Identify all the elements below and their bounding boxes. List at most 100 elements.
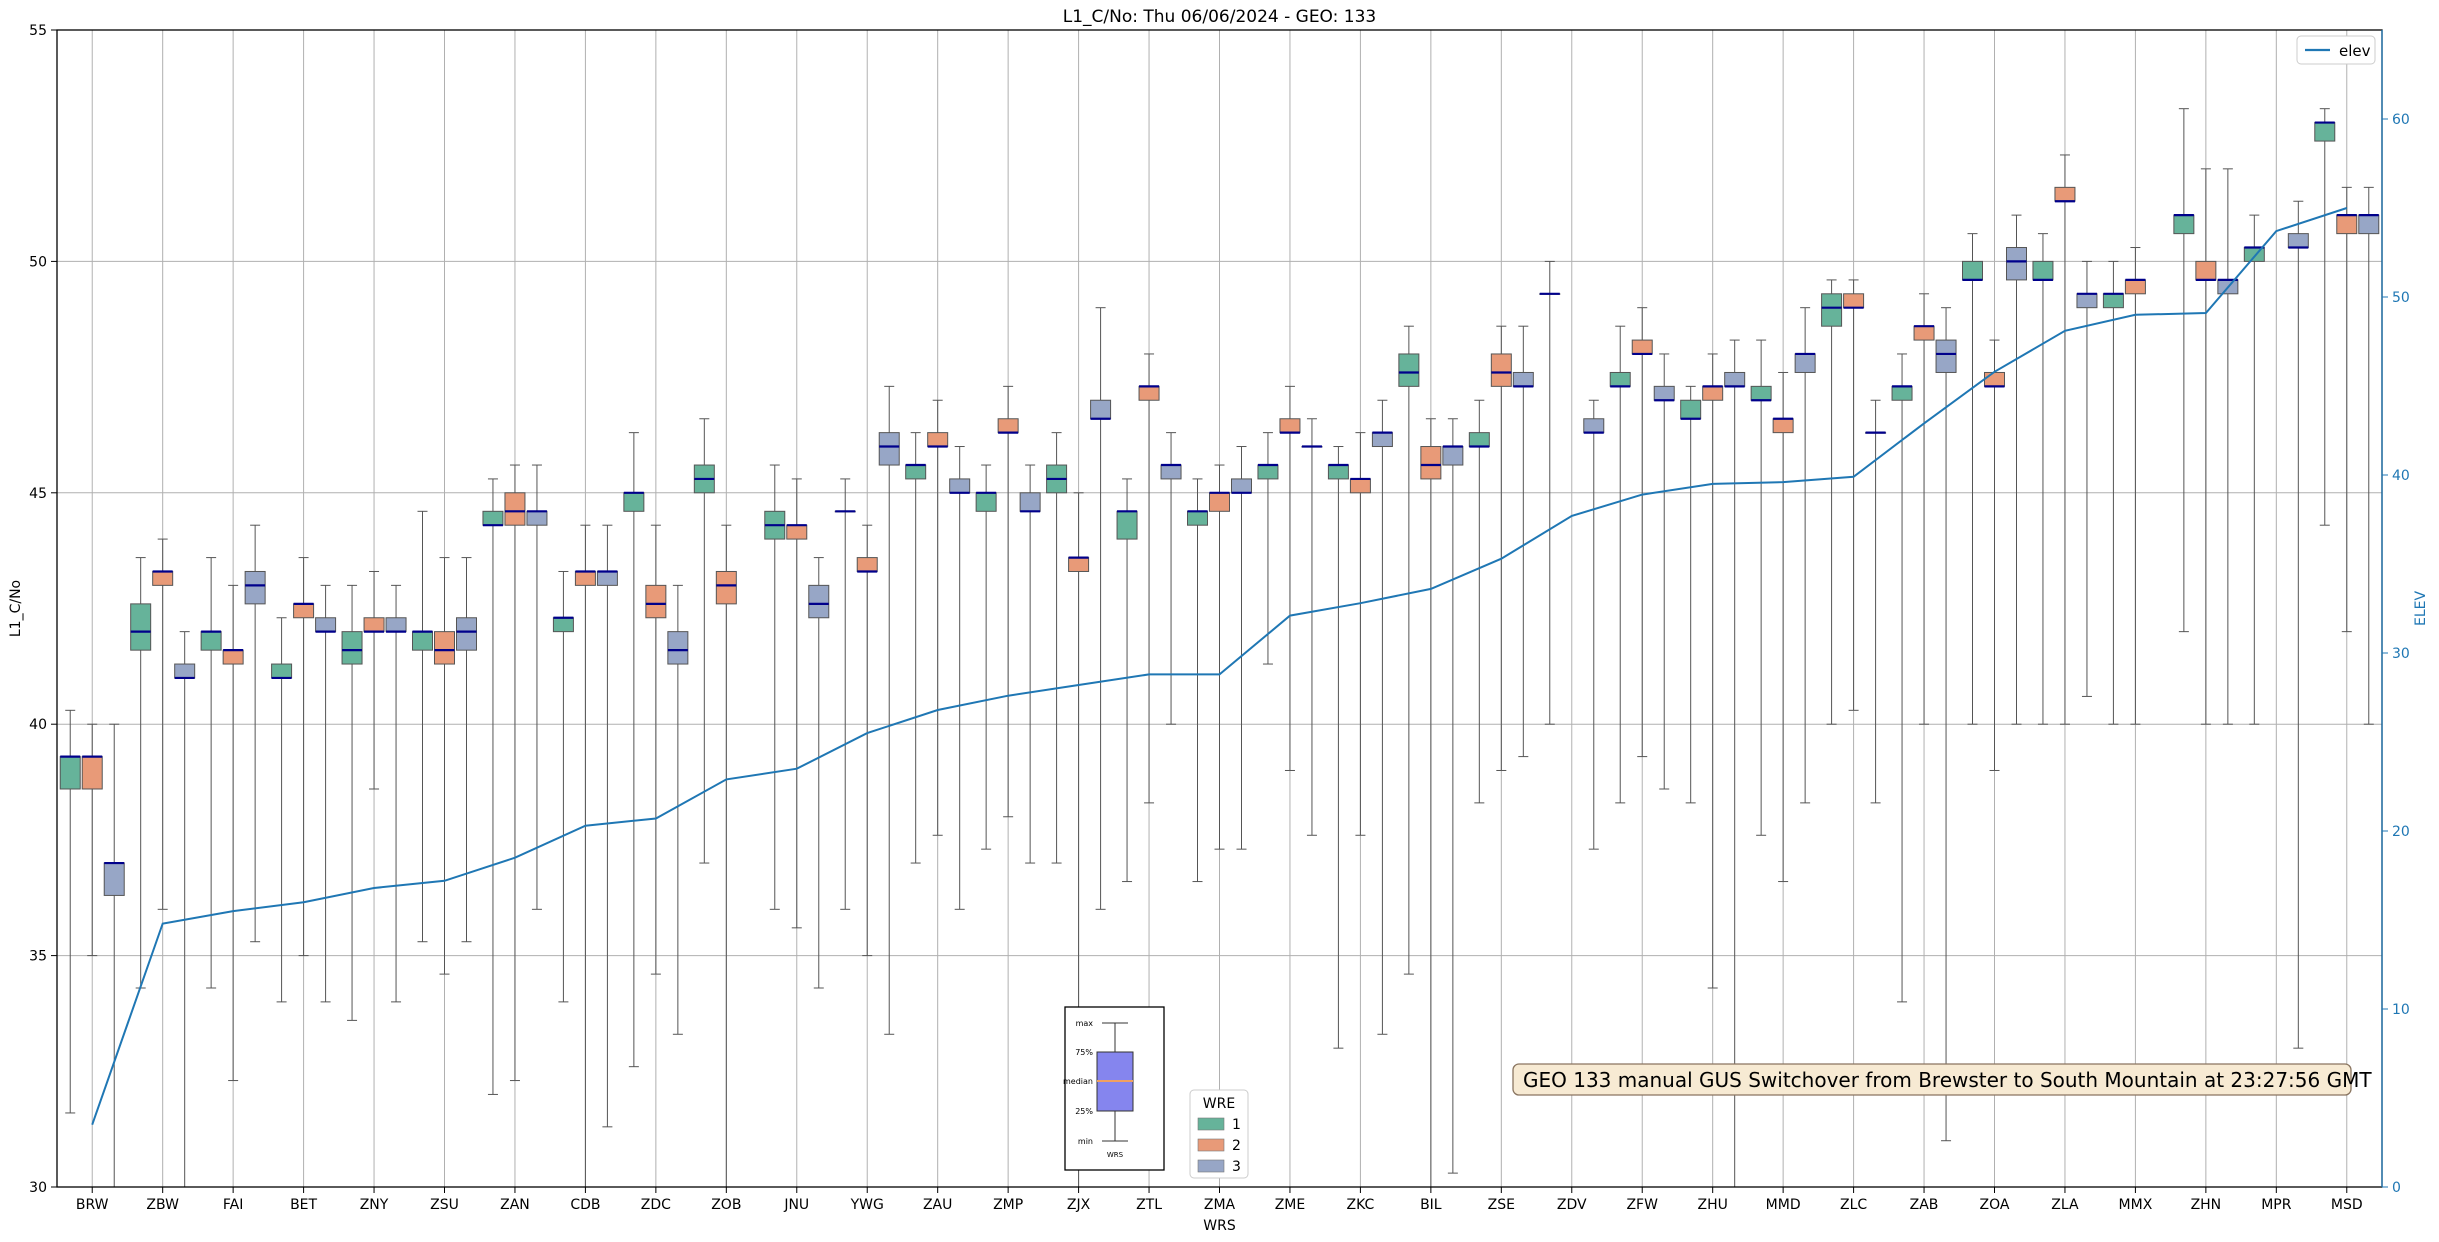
box-wre-3-zlc xyxy=(1865,399,1887,804)
box-wre-1-zsu xyxy=(412,510,433,943)
box-iqr xyxy=(1631,339,1653,355)
box-wre-1-zlc xyxy=(1821,279,1843,725)
x-axis-label: WRS xyxy=(1203,1218,1236,1234)
box-iqr xyxy=(1512,371,1534,387)
box-iqr xyxy=(905,464,927,480)
x-tick-label: MSD xyxy=(2331,1197,2363,1213)
box-iqr xyxy=(385,617,407,633)
x-tick-label: ZLC xyxy=(1840,1197,1867,1213)
box-wre-1-fai xyxy=(200,557,222,989)
box-wre-3-zla xyxy=(2076,260,2098,697)
x-tick-label: MMD xyxy=(1766,1197,1801,1213)
box-wre-2-bet xyxy=(293,557,315,957)
box-iqr xyxy=(997,418,1019,434)
x-tick-label: ZSE xyxy=(1488,1197,1515,1213)
x-tick-label: ZME xyxy=(1275,1197,1306,1213)
box-iqr xyxy=(2358,214,2380,235)
box-wre-2-zma xyxy=(1209,464,1230,850)
box-wre-1-zny xyxy=(341,584,363,1021)
box-iqr xyxy=(1442,446,1464,466)
box-wre-3-bil xyxy=(1442,418,1464,1174)
box-iqr xyxy=(1962,260,1983,281)
box-plot-series xyxy=(59,108,2380,1187)
box-wre-3-zkc xyxy=(1371,399,1393,1035)
box-wre-1-zob xyxy=(693,418,715,864)
annotation-text: GEO 133 manual GUS Switchover from Brews… xyxy=(1523,1068,2372,1092)
box-wre-2-zny xyxy=(363,570,385,790)
box-iqr xyxy=(2336,214,2358,235)
box-iqr xyxy=(434,631,455,665)
box-wre-2-zhu xyxy=(1702,353,1724,989)
box-iqr xyxy=(1279,418,1301,434)
box-wre-2-zhn xyxy=(2195,168,2217,725)
x-tick-label: JNU xyxy=(783,1197,809,1213)
box-wre-1-zfw xyxy=(1609,325,1631,804)
box-iqr xyxy=(504,492,526,526)
x-tick-label: ZHU xyxy=(1697,1197,1727,1213)
box-iqr xyxy=(1680,399,1702,420)
box-iqr xyxy=(856,557,878,572)
inset-label: max xyxy=(1076,1019,1094,1028)
x-tick-label: ZJX xyxy=(1067,1197,1091,1213)
x-tick-label: ZMP xyxy=(993,1197,1023,1213)
x-tick-label: BET xyxy=(290,1197,317,1213)
box-wre-1-jnu xyxy=(764,464,786,910)
box-wre-3-mmd xyxy=(1794,307,1816,804)
box-iqr xyxy=(222,649,244,665)
box-iqr xyxy=(1257,464,1279,480)
box-wre-3-ywg xyxy=(878,385,900,1035)
box-wre-3-zan xyxy=(526,464,548,910)
box-wre-3-zse xyxy=(1512,325,1534,758)
wre-label-2: 2 xyxy=(1232,1138,1241,1154)
box-wre-2-zlc xyxy=(1843,279,1865,711)
box-wre-1-zhu xyxy=(1680,385,1702,804)
x-tick-label: ZDC xyxy=(641,1197,671,1213)
inset-xlabel: WRS xyxy=(1107,1151,1124,1159)
box-iqr xyxy=(786,524,808,540)
x-tick-label: ZDV xyxy=(1557,1197,1587,1213)
box-wre-1-bet xyxy=(271,617,293,1003)
wre-legend-box xyxy=(1189,1089,1249,1179)
box-wre-2-zla xyxy=(2054,154,2076,725)
box-wre-3-zhn xyxy=(2217,168,2239,725)
box-wre-3-mpr xyxy=(2287,200,2309,1049)
y2-tick-label: 40 xyxy=(2392,468,2410,484)
box-iqr xyxy=(1984,371,2005,387)
y-tick-label: 35 xyxy=(29,949,47,965)
x-tick-label: CDB xyxy=(570,1197,600,1213)
box-wre-2-zbw xyxy=(152,538,174,910)
box-wre-3-zma xyxy=(1231,446,1252,850)
box-wre-1-zjx xyxy=(1046,432,1068,864)
x-tick-label: BIL xyxy=(1420,1197,1442,1213)
box-iqr xyxy=(363,617,385,633)
box-iqr xyxy=(1116,510,1138,540)
box-wre-3-zmp xyxy=(1019,464,1041,864)
box-iqr xyxy=(1327,464,1349,480)
box-iqr xyxy=(878,432,900,466)
box-iqr xyxy=(1794,353,1816,373)
y-axis-label: L1_C/No xyxy=(8,580,24,637)
box-wre-1-zan xyxy=(482,478,504,1095)
inset-label: min xyxy=(1078,1137,1093,1146)
box-iqr xyxy=(2195,260,2217,281)
box-wre-3-brw xyxy=(103,723,125,1187)
elev-line-series xyxy=(91,207,2348,1126)
x-tick-label: FAI xyxy=(223,1197,243,1213)
chart-title: L1_C/No: Thu 06/06/2024 - GEO: 133 xyxy=(1063,7,1376,27)
box-wre-2-zkc xyxy=(1349,432,1371,836)
box-wre-1-zoa xyxy=(1962,233,1983,725)
box-iqr xyxy=(526,510,548,526)
box-iqr xyxy=(1138,385,1160,401)
box-iqr xyxy=(244,570,266,605)
box-wre-1-zdv xyxy=(1539,260,1561,725)
box-iqr xyxy=(1891,385,1913,401)
x-tick-label: YWG xyxy=(850,1197,884,1213)
box-wre-2-mmd xyxy=(1772,371,1794,883)
x-tick-label: ZHN xyxy=(2191,1197,2222,1213)
box-wre-3-zfw xyxy=(1653,353,1675,790)
switchover-annotation: GEO 133 manual GUS Switchover from Brews… xyxy=(1512,1063,2372,1096)
box-wre-3-msd xyxy=(2358,186,2380,725)
wre-label-1: 1 xyxy=(1232,1117,1241,1133)
